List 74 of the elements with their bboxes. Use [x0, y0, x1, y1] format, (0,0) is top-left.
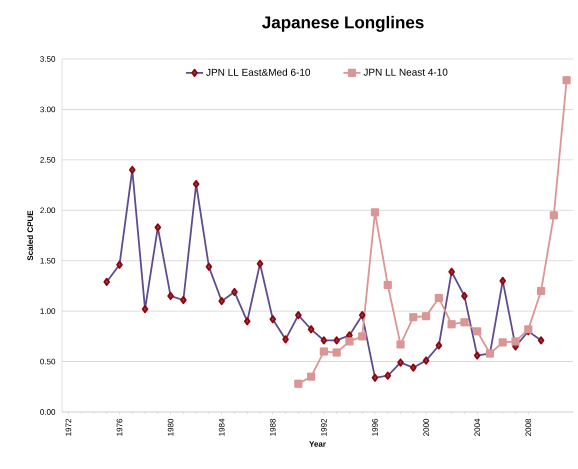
- x-tick-label: 1996: [372, 418, 378, 436]
- point: [474, 351, 480, 360]
- point: [244, 317, 251, 326]
- point: [434, 294, 443, 302]
- point: [218, 296, 225, 306]
- point: [320, 336, 328, 344]
- point: [333, 336, 340, 344]
- point: [332, 348, 341, 357]
- point: [461, 292, 468, 300]
- y-tick-label: 1.00: [40, 308, 56, 314]
- y-tick-label: 3.00: [40, 106, 56, 112]
- point: [307, 372, 316, 381]
- y-tick-label: 1.50: [40, 258, 56, 264]
- point: [550, 211, 558, 220]
- y-tick-label: 2.00: [40, 207, 56, 214]
- point: [358, 332, 366, 340]
- point: [308, 325, 314, 334]
- point: [498, 338, 507, 347]
- point: [384, 280, 392, 290]
- chart-title: Japanese Longlines: [262, 16, 424, 32]
- point: [538, 336, 544, 344]
- x-tick-label: 1976: [116, 418, 122, 436]
- point: [231, 288, 238, 296]
- x-tick-label: 2008: [525, 418, 532, 436]
- point: [295, 311, 302, 320]
- y-tick-label: 2.50: [40, 157, 56, 163]
- x-tick-label: 1984: [218, 418, 225, 436]
- point: [422, 312, 430, 320]
- point: [536, 286, 546, 296]
- point: [142, 305, 148, 314]
- y-tick-label: 0.00: [40, 409, 56, 415]
- point: [562, 76, 571, 84]
- point: [397, 358, 404, 367]
- point: [192, 180, 200, 188]
- legend-label: JPN LL East&Med 6-10: [206, 68, 310, 76]
- y-tick-label: 3.50: [40, 56, 56, 62]
- point: [116, 260, 123, 269]
- point: [358, 311, 366, 320]
- point: [448, 268, 455, 276]
- point: [294, 380, 302, 388]
- point: [206, 262, 212, 271]
- point: [103, 278, 110, 286]
- point: [511, 337, 520, 346]
- x-tick-label: 1972: [66, 418, 72, 436]
- point: [154, 223, 162, 232]
- point: [409, 313, 418, 322]
- y-axis-title: Scaled CPUE: [27, 210, 34, 260]
- point: [370, 208, 380, 216]
- point: [499, 276, 506, 285]
- point: [473, 327, 482, 336]
- point: [422, 356, 430, 365]
- x-tick-label: 1980: [168, 418, 174, 436]
- point: [167, 292, 174, 300]
- x-tick-label: 2004: [474, 418, 480, 436]
- legend-label: JPN LL Neast 4-10: [364, 68, 448, 76]
- point: [372, 374, 378, 382]
- point: [345, 337, 354, 346]
- point: [269, 315, 276, 324]
- x-tick-label: 2000: [423, 418, 429, 436]
- point: [460, 318, 469, 326]
- point: [436, 341, 442, 350]
- point: [256, 260, 264, 268]
- x-tick-label: 1988: [270, 418, 276, 436]
- point: [282, 335, 289, 344]
- point: [396, 340, 405, 349]
- point: [384, 372, 392, 380]
- y-tick-label: 0.50: [40, 358, 56, 364]
- point: [320, 347, 328, 356]
- x-axis-title: Year: [309, 441, 326, 447]
- x-tick-label: 1992: [321, 418, 327, 436]
- point: [410, 364, 417, 372]
- point: [128, 166, 136, 174]
- point: [180, 296, 187, 304]
- point: [448, 320, 456, 328]
